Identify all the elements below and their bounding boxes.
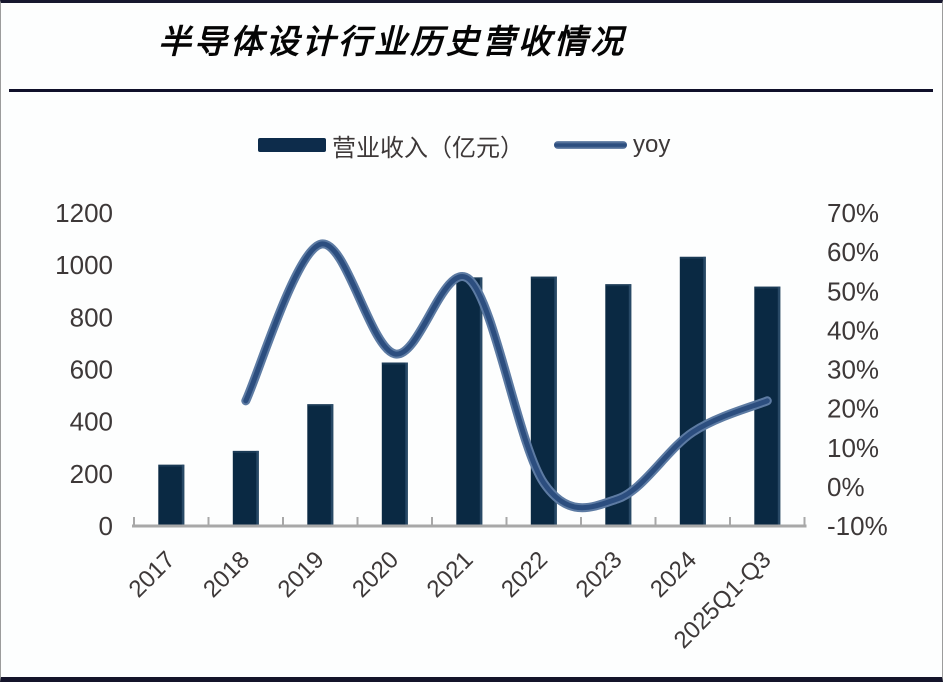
- bar-top-highlight: [381, 362, 408, 365]
- bar-2019: [307, 404, 334, 526]
- title-divider: [9, 89, 933, 92]
- x-axis-label-2022: 2022: [496, 546, 553, 603]
- bar-top-highlight: [530, 276, 557, 279]
- left-axis-label: 600: [70, 355, 113, 385]
- right-axis-label: 30%: [827, 355, 879, 385]
- right-axis-label: 0%: [827, 472, 865, 502]
- bar-top-highlight: [754, 286, 781, 289]
- yoy-line-core: [243, 241, 770, 511]
- right-axis-label: 10%: [827, 433, 879, 463]
- yoy-line-series: [241, 239, 772, 513]
- bar-2017: [158, 464, 185, 526]
- bar-2018: [232, 450, 259, 526]
- x-axis-label-2020: 2020: [347, 546, 404, 603]
- bar-highlight: [628, 284, 632, 526]
- left-axis-label: 1000: [55, 250, 113, 280]
- legend-item-yoy: yoy: [554, 131, 670, 159]
- x-axis-label-2018: 2018: [198, 546, 255, 603]
- bar-2023: [605, 284, 632, 526]
- legend-item-revenue: 营业收入（亿元）: [258, 128, 524, 163]
- x-axis-label-2019: 2019: [273, 546, 330, 603]
- right-axis-label: 40%: [827, 315, 879, 345]
- bar-highlight: [405, 362, 408, 526]
- bar-2020: [381, 362, 408, 526]
- bar-highlight: [181, 464, 185, 526]
- right-axis-labels: -10% 0% 10% 20% 30% 40% 50% 60% 70%: [827, 198, 888, 541]
- chart-title: 半导体设计行业历史营收情况: [158, 25, 626, 61]
- bar-highlight: [330, 404, 334, 526]
- bar-highlight: [703, 256, 706, 526]
- legend-label-yoy: yoy: [633, 131, 671, 158]
- left-axis-label: 1200: [55, 198, 113, 228]
- combo-chart: 0 200 400 600 800 1000 1200 -10% 0% 10% 20% 30% 40% 5…: [55, 198, 888, 654]
- bar-top-highlight: [232, 450, 259, 453]
- x-axis-label-2023: 2023: [571, 546, 628, 603]
- bar-swatch-icon: [258, 138, 326, 152]
- legend-label-revenue: 营业收入（亿元）: [332, 134, 524, 162]
- right-axis-label: 50%: [827, 276, 879, 306]
- left-axis-labels: 0 200 400 600 800 1000 1200: [55, 198, 113, 541]
- left-axis-label: 0: [99, 511, 113, 541]
- x-axis-label-2024: 2024: [645, 546, 702, 603]
- legend: 营业收入（亿元） yoy: [258, 131, 670, 162]
- bar-series: [158, 256, 781, 526]
- x-axis: [132, 517, 807, 528]
- x-axis-label-2017: 2017: [124, 546, 181, 603]
- bar-top-highlight: [605, 284, 632, 287]
- bar-top-highlight: [307, 404, 334, 407]
- left-axis-label: 400: [70, 407, 113, 437]
- line-swatch-icon: [554, 141, 627, 149]
- bar-highlight: [777, 286, 781, 526]
- x-axis-label-2021: 2021: [422, 546, 479, 603]
- bar-highlight: [256, 450, 259, 526]
- right-axis-label: 60%: [827, 237, 879, 267]
- left-axis-label: 200: [70, 459, 113, 489]
- right-axis-label: 20%: [827, 394, 879, 424]
- bar-2021: [456, 277, 483, 526]
- bar-top-highlight: [158, 464, 185, 467]
- right-axis-label: 70%: [827, 198, 879, 228]
- bar-highlight: [554, 276, 557, 526]
- right-axis-label: -10%: [827, 511, 888, 541]
- bar-highlight: [479, 277, 483, 526]
- bar-top-highlight: [679, 256, 706, 259]
- left-axis-label: 800: [70, 302, 113, 332]
- x-axis-labels: 2017 2018 2019 2020 2021 2022 2023 20242025Q1-Q…: [124, 546, 777, 654]
- bar-2024: [679, 256, 706, 526]
